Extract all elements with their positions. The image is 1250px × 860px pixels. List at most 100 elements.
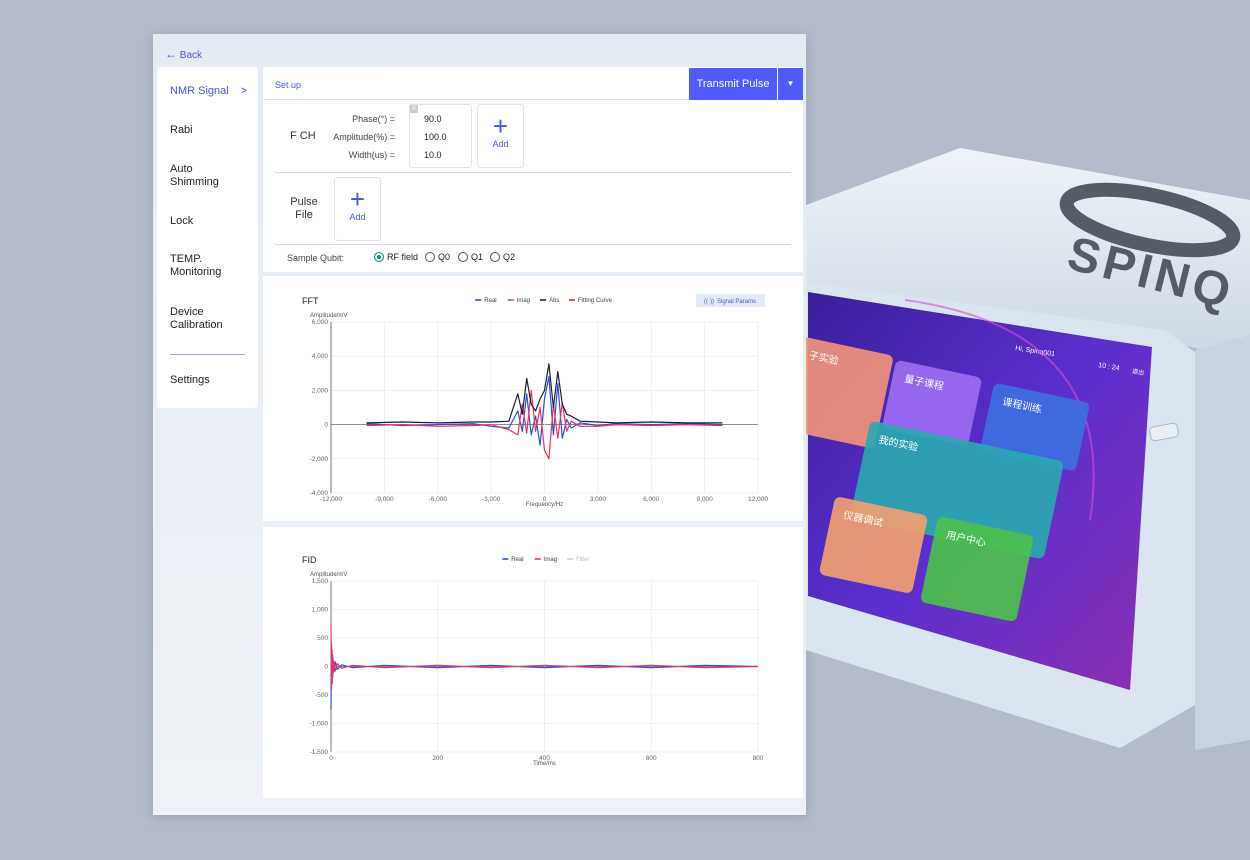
nav-label: NMR Signal [170, 85, 229, 97]
data-line [366, 376, 723, 446]
pulse-add-button[interactable]: + Add [334, 177, 381, 241]
transmit-dropdown[interactable]: ▼ [778, 68, 803, 100]
brand-logo [1059, 182, 1241, 258]
nav-item[interactable]: NMR Signal > [170, 85, 247, 98]
x-tick-label: 600 [646, 755, 657, 762]
y-tick-label: -500 [315, 692, 328, 699]
app-tile[interactable]: 课程训练 [980, 383, 1090, 472]
button-bg [696, 294, 765, 307]
radio [458, 252, 468, 262]
signal-params-button[interactable]: Signal Params((·)) [696, 294, 765, 307]
x-tick-label: -9,000 [375, 496, 394, 503]
status-logout: 退出 [1132, 367, 1145, 377]
setup-card: Set up Transmit Pulse ▼ F CH 0 + Add Pul… [263, 67, 803, 272]
data-line [366, 389, 723, 460]
device-button [1149, 422, 1179, 442]
data-line [366, 363, 723, 424]
legend-item[interactable]: Imag [534, 557, 557, 563]
qubit-option[interactable]: Q1 [458, 252, 483, 262]
y-tick-label: -1,000 [310, 721, 329, 728]
add-label: Add [492, 139, 509, 149]
fch-label: F CH [290, 130, 316, 142]
legend-item[interactable]: Filter [567, 557, 589, 563]
x-axis-label: Time/ms [533, 761, 556, 767]
x-tick-label: 6,000 [643, 496, 660, 503]
y-tick-label: 0 [324, 422, 328, 429]
nav-item[interactable]: Rabi [170, 124, 242, 137]
device-lid [806, 148, 1250, 360]
radio [490, 252, 500, 262]
legend-item[interactable]: Fitting Curve [568, 298, 613, 304]
legend-label: Real [484, 298, 496, 304]
param-label: Phase(°) = [352, 114, 395, 124]
x-tick-label: 0 [329, 755, 333, 762]
param-value[interactable]: 100.0 [424, 132, 447, 142]
nav-label: Lock [170, 215, 194, 227]
fch-add-button[interactable]: + Add [477, 104, 524, 168]
y-tick-label: 1,000 [312, 607, 329, 614]
section-divider [275, 244, 791, 245]
section-divider [275, 172, 791, 173]
legend-item[interactable]: Abs [540, 298, 559, 304]
nav-item[interactable]: Lock [170, 215, 242, 228]
plus-icon: + [349, 184, 366, 214]
nav-item[interactable]: Device Calibration [170, 306, 242, 332]
nav-label: Rabi [170, 124, 193, 136]
nav-item[interactable]: Settings [170, 374, 242, 387]
back-arrow: ← [165, 47, 177, 61]
qubit-option[interactable]: Q2 [490, 252, 515, 262]
nav-label: Auto Shimming [170, 163, 219, 188]
legend-item[interactable]: Real [475, 298, 497, 304]
legend-item[interactable]: Real [502, 557, 524, 563]
qubit-option[interactable]: RF field [374, 252, 418, 262]
y-axis-label: Amplitude/mV [310, 313, 347, 319]
tile-bg [921, 516, 1033, 622]
fft-card [263, 276, 803, 521]
x-tick-label: -12,000 [320, 496, 342, 503]
app-tile[interactable]: 用户中心 [920, 516, 1034, 622]
x-tick-label: -6,000 [429, 496, 448, 503]
chart-title: FFT [302, 296, 319, 306]
button-label: Signal Params [717, 299, 756, 305]
radio [425, 252, 435, 262]
transmit-pulse-button[interactable]: Transmit Pulse [689, 68, 777, 100]
nav-item[interactable]: TEMP. Monitoring [170, 253, 242, 279]
x-tick-label: 9,000 [696, 496, 713, 503]
nav-chevron: > [240, 85, 248, 97]
fid-card [263, 527, 803, 798]
app-tile[interactable]: 仪器调试 [819, 496, 929, 594]
radio [374, 252, 384, 262]
app-tile[interactable]: 量子课程 [882, 360, 983, 447]
legend-label: Fitting Curve [578, 298, 613, 304]
param-value[interactable]: 10.0 [424, 150, 442, 160]
x-tick-label: 3,000 [590, 496, 607, 503]
tile-bg [980, 383, 1090, 471]
qubit-option[interactable]: Q0 [425, 252, 450, 262]
status-clock: 10 : 24 [1098, 362, 1120, 372]
legend-item[interactable]: Imag [507, 298, 530, 304]
nav-item[interactable]: Auto Shimming [170, 163, 242, 189]
setup-tab[interactable]: Set up [275, 80, 302, 90]
tab-divider [263, 99, 803, 100]
param-input-box[interactable] [409, 104, 472, 168]
y-tick-label: 500 [317, 635, 328, 642]
x-tick-label: 800 [753, 755, 764, 762]
x-tick-label: 200 [432, 755, 443, 762]
radio-label: Q2 [503, 252, 516, 262]
x-axis-label: Frequency/Hz [526, 502, 563, 508]
back-link[interactable]: ← Back [165, 47, 202, 61]
y-tick-label: 2,000 [312, 387, 329, 394]
y-tick-label: 4,000 [312, 353, 329, 360]
sidebar-divider [170, 354, 245, 355]
x-tick-label: 400 [539, 755, 550, 762]
pulse-file-label: Pulse File [290, 196, 318, 221]
back-label: Back [179, 50, 203, 61]
plus-icon: + [492, 111, 509, 141]
sidebar: NMR Signal > Rabi Auto Shimming Lock TEMP. Mo… [157, 67, 258, 408]
param-value[interactable]: 90.0 [424, 114, 442, 124]
device-side [1195, 335, 1250, 750]
app-tile[interactable]: 子实验 [806, 336, 894, 449]
